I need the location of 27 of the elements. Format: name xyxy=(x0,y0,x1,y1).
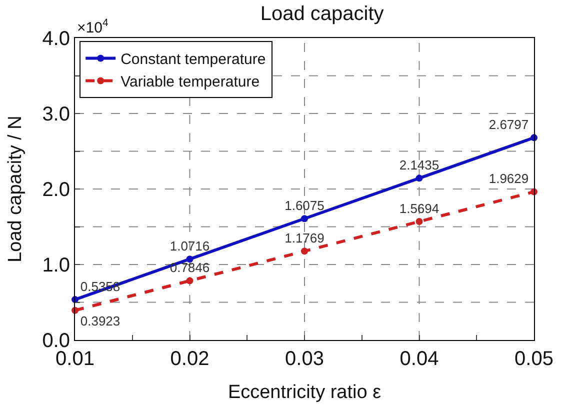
data-label: 0.3923 xyxy=(80,314,120,329)
y-tick-label: 2.0 xyxy=(42,179,70,201)
data-label: 0.7846 xyxy=(170,260,210,276)
x-tick-label: 0.03 xyxy=(285,348,324,370)
y-tick-label: 3.0 xyxy=(42,104,70,126)
point xyxy=(186,277,194,284)
point xyxy=(416,218,423,226)
x-axis-title: Eccentricity ratio ε xyxy=(228,382,382,403)
data-label: 2.1435 xyxy=(399,158,440,173)
data-label: 2.6797 xyxy=(488,117,529,132)
y-tick-label: 4.0 xyxy=(42,28,70,50)
point xyxy=(416,174,423,182)
text: ×10$^{4}$ xyxy=(77,17,108,36)
x-tick-label: 0.05 xyxy=(514,348,554,370)
y-tick-label: 1.0 xyxy=(42,254,70,276)
y-axis-title: Load capacity / N xyxy=(5,116,26,262)
chart-title: Load capacity xyxy=(260,3,384,26)
point xyxy=(301,248,308,255)
point xyxy=(186,256,194,263)
legend-label: Variable temperature xyxy=(120,74,260,91)
x-tick-label: 0.04 xyxy=(400,348,439,370)
x-tick-label: 0.02 xyxy=(170,348,210,370)
data-label: 1.9629 xyxy=(488,171,529,186)
point xyxy=(301,215,308,222)
data-label: 1.6075 xyxy=(284,198,324,214)
data-label: 1.1769 xyxy=(284,230,324,246)
legend-label: Constant temperature xyxy=(120,51,266,68)
